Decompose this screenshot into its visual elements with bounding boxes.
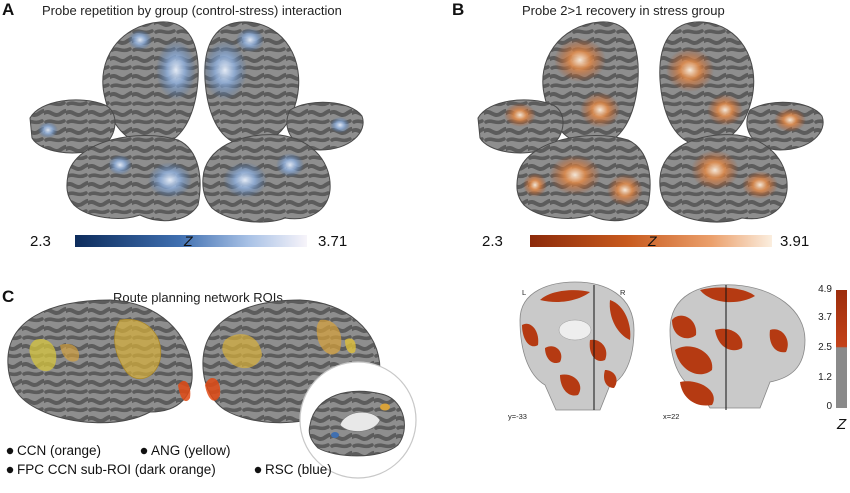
inset-circle — [299, 361, 417, 479]
scale-var: Z — [837, 416, 847, 433]
sagittal-slice — [660, 283, 810, 411]
colorbar-b-var: Z — [648, 233, 657, 249]
colorbar-b-max: 3.91 — [780, 233, 810, 250]
panel-a-title: Probe repetition by group (control-stres… — [42, 3, 342, 18]
scale-tick-1: 3.7 — [818, 312, 832, 323]
colorbar-b-min: 2.3 — [482, 233, 503, 250]
colorbar-a-var: Z — [184, 233, 193, 249]
legend-fpc: FPC CCN sub-ROI (dark orange) — [17, 462, 216, 477]
slice-colorbar — [836, 290, 847, 408]
panel-b-label: B — [452, 0, 465, 19]
legend-ccn: CCN (orange) — [17, 443, 102, 458]
colorbar-a — [75, 235, 307, 247]
colorbar-a-max: 3.71 — [318, 233, 348, 250]
colorbar-b — [530, 235, 772, 247]
slice-right-label: R — [620, 288, 626, 297]
sagittal-coord: x=22 — [663, 412, 680, 421]
legend-rsc: RSC (blue) — [265, 462, 332, 477]
colorbar-a-min: 2.3 — [30, 233, 51, 250]
medial-inset — [300, 362, 416, 478]
legend-ang: ANG (yellow) — [151, 443, 231, 458]
panel-c-title: Route planning network ROIs — [113, 290, 283, 305]
scale-tick-2: 2.5 — [818, 342, 832, 353]
panel-b-title: Probe 2>1 recovery in stress group — [522, 3, 725, 18]
slice-left-label: L — [522, 288, 527, 297]
scale-tick-4: 0 — [826, 401, 832, 412]
panel-a-label: A — [2, 0, 15, 19]
coronal-slice — [504, 281, 642, 411]
coronal-coord: y=-33 — [508, 412, 527, 421]
panel-a-brains — [29, 21, 364, 223]
panel-b-brains — [477, 21, 824, 223]
scale-tick-3: 1.2 — [818, 372, 832, 383]
panel-c-label: C — [2, 287, 15, 306]
scale-tick-0: 4.9 — [818, 284, 832, 295]
